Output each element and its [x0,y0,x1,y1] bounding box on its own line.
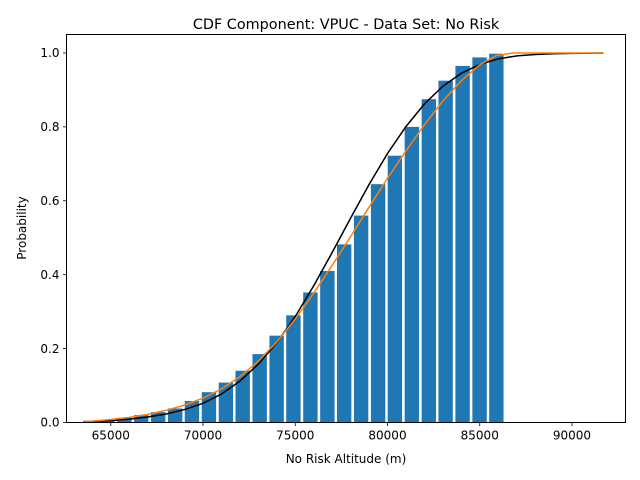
y-tick-label: 0.8 [40,120,59,134]
bar [489,53,504,423]
bar [455,65,470,423]
bar [320,270,335,423]
bar [404,126,420,423]
y-tick-label: 0.6 [40,194,59,208]
chart-title: CDF Component: VPUC - Data Set: No Risk [193,17,500,33]
bar [150,412,166,423]
series-line-2 [84,52,604,423]
x-tick-label: 75000 [276,429,314,443]
y-tick-label: 1.0 [40,46,59,60]
y-tick-label: 0.0 [40,416,59,430]
x-axis-label: No Risk Altitude (m) [286,452,407,466]
bar [336,244,352,423]
bar [303,292,318,423]
bar [269,335,284,423]
bar [387,155,403,423]
x-tick-label: 70000 [184,429,222,443]
lines-group [84,52,604,423]
x-tick-label: 65000 [92,429,130,443]
bar [252,354,267,423]
bar [421,99,437,423]
bar [286,315,301,423]
bar [438,80,453,423]
bar [134,415,149,423]
bars-group [83,53,504,423]
y-tick-label: 0.4 [40,268,59,282]
bar [472,57,487,423]
series-line-1 [84,52,604,423]
x-tick-label: 80000 [368,429,406,443]
bar [235,370,250,423]
y-axis: 0.0 0.2 0.4 0.6 0.8 1.0 [40,46,67,430]
bar [370,184,386,423]
x-tick-label: 90000 [553,429,591,443]
y-axis-label: Probability [15,196,29,259]
y-tick-label: 0.2 [40,342,59,356]
plot-frame [66,34,626,423]
x-axis: 65000 70000 75000 80000 85000 90000 [92,422,591,443]
bar [353,215,369,423]
bar [201,392,217,423]
x-tick-label: 85000 [461,429,499,443]
